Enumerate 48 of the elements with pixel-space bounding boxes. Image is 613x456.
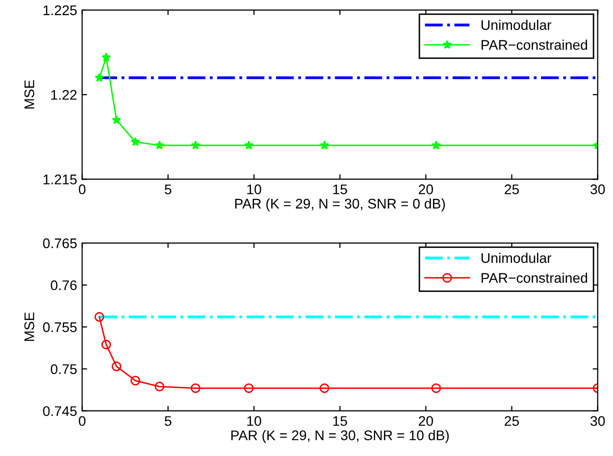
point (244, 383, 254, 394)
legend-label: Unimodular (482, 20, 552, 30)
point (102, 52, 111, 62)
point (94, 312, 104, 322)
point (431, 140, 441, 150)
x-tick-label: 15 (333, 416, 348, 426)
y-tick-label: 1.22 (51, 90, 77, 100)
point (244, 140, 254, 150)
point (94, 72, 104, 82)
x-tick-label: 20 (418, 184, 434, 194)
point (190, 140, 200, 150)
x-axis-title: PAR (K = 29, N = 30, SNR = 0 dB) (235, 198, 445, 212)
point (154, 382, 164, 392)
y-axis-title: MSE (24, 312, 34, 341)
legend-label: PAR−constrained (482, 272, 588, 283)
x-tick-label: 10 (247, 184, 262, 194)
y-tick-label: 0.76 (50, 280, 77, 290)
point (101, 340, 112, 350)
point (130, 376, 140, 386)
x-tick-label: 0 (78, 416, 86, 426)
y-tick-label: 1.225 (44, 5, 77, 16)
x-tick-label: 0 (78, 184, 86, 194)
legend-label: PAR−constrained (482, 40, 588, 50)
point (320, 140, 330, 150)
y-tick-label: 0.765 (43, 238, 77, 248)
x-tick-label: 30 (590, 416, 605, 426)
x-tick-label: 10 (247, 416, 262, 426)
point (190, 383, 200, 394)
x-tick-label: 20 (418, 416, 434, 426)
y-tick-label: 0.75 (50, 364, 77, 374)
x-tick-label: 30 (590, 184, 605, 194)
x-tick-label: 25 (504, 416, 519, 426)
x-tick-label: 5 (164, 184, 172, 194)
y-tick-label: 0.745 (43, 406, 77, 416)
point (112, 362, 122, 372)
point (320, 383, 330, 394)
point (112, 115, 122, 124)
x-tick-label: 15 (333, 184, 348, 194)
x-tick-label: 25 (504, 184, 519, 194)
x-tick-label: 5 (164, 416, 172, 426)
y-tick-label: 0.755 (43, 322, 77, 332)
point (154, 140, 164, 150)
y-axis-title: MSE (24, 80, 34, 109)
legend-label: Unimodular (482, 252, 552, 263)
point (130, 137, 140, 146)
x-axis-title: PAR (K = 29, N = 30, SNR = 10 dB) (231, 430, 449, 443)
y-tick-label: 1.215 (44, 174, 77, 184)
point (431, 383, 442, 394)
